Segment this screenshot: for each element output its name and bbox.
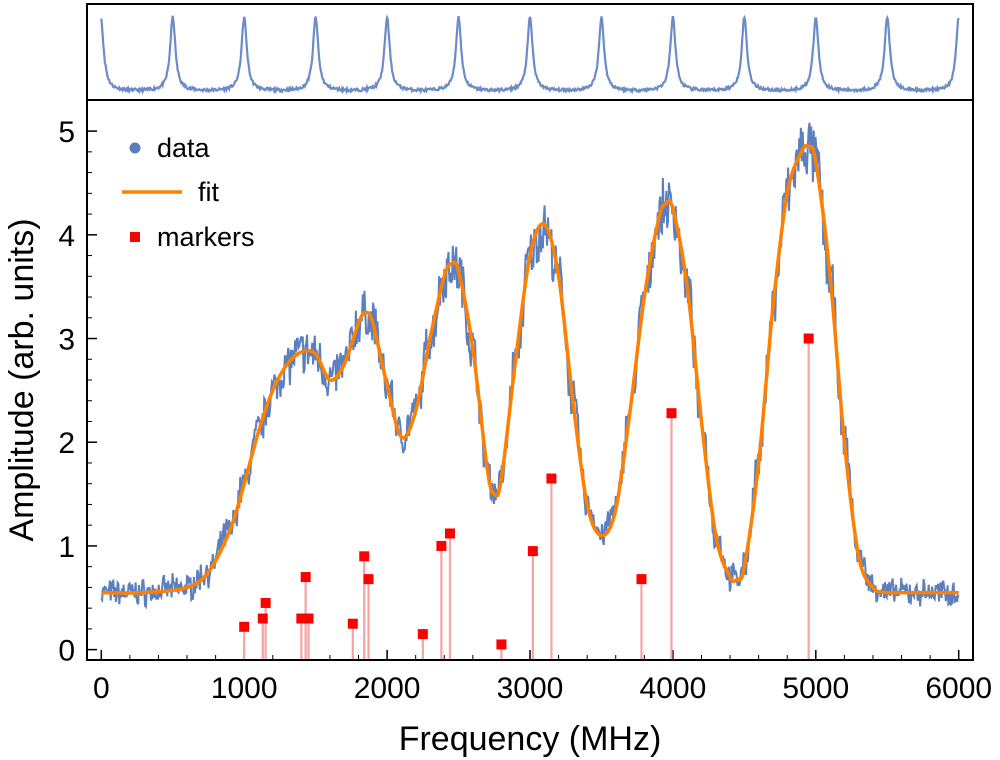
y-tick-label: 2	[58, 427, 75, 460]
marker-point	[444, 528, 455, 539]
x-tick-label: 2000	[354, 672, 421, 705]
marker-point	[546, 473, 557, 484]
plot-frame	[86, 99, 974, 661]
legend-label-markers: markers	[157, 222, 255, 252]
x-tick-label: 5000	[782, 672, 849, 705]
marker-point	[347, 618, 358, 629]
marker-point	[296, 613, 307, 624]
legend-data-symbol	[129, 142, 141, 154]
x-tick-label: 0	[93, 672, 110, 705]
marker-point	[417, 629, 428, 640]
marker-point	[303, 613, 314, 624]
inset-trace	[100, 14, 960, 95]
marker-point	[359, 551, 370, 562]
fit-series-line	[101, 143, 959, 595]
marker-point	[636, 574, 647, 585]
marker-point	[527, 546, 538, 557]
y-axis-title: Amplitude (arb. units)	[3, 218, 41, 541]
x-axis: 0 1000 2000 3000 4000 5000 6000	[93, 650, 992, 705]
main-panel: 0 1000 2000 3000 4000 5000 6000 0 1 2 3 4 5	[58, 99, 992, 705]
marker-point	[436, 540, 447, 551]
inset-panel	[86, 3, 974, 101]
marker-point	[666, 408, 677, 419]
legend: data fit markers	[122, 133, 255, 252]
y-tick-label: 3	[58, 324, 75, 357]
y-tick-label: 1	[58, 531, 75, 564]
legend-label-data: data	[157, 133, 211, 163]
x-tick-label: 6000	[925, 672, 992, 705]
x-tick-label: 1000	[211, 672, 278, 705]
marker-point	[496, 639, 507, 650]
marker-point	[300, 572, 311, 583]
legend-markers-symbol	[130, 232, 140, 242]
markers-series	[239, 333, 814, 650]
y-axis: 0 1 2 3 4 5	[58, 116, 97, 668]
marker-point	[257, 613, 268, 624]
marker-stems	[243, 338, 810, 659]
x-axis-title: Frequency (MHz)	[399, 720, 662, 758]
marker-point	[363, 574, 374, 585]
marker-point	[260, 597, 271, 608]
x-tick-label: 4000	[640, 672, 707, 705]
y-tick-label: 0	[58, 635, 75, 668]
y-tick-label: 4	[58, 220, 75, 253]
legend-label-fit: fit	[198, 177, 220, 207]
y-tick-label: 5	[58, 116, 75, 149]
marker-point	[803, 333, 814, 344]
marker-point	[239, 621, 250, 632]
x-tick-label: 3000	[497, 672, 564, 705]
